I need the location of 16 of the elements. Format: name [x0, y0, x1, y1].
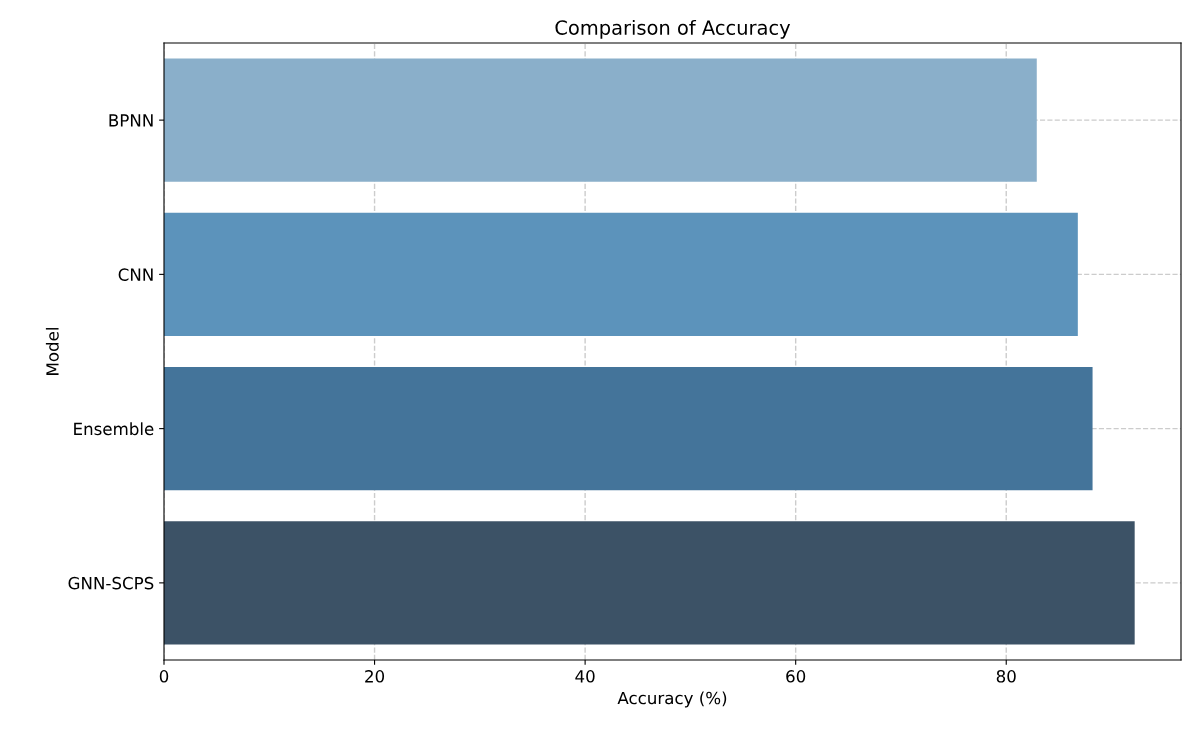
bar	[164, 521, 1135, 645]
y-tick-label: GNN-SCPS	[68, 576, 154, 590]
x-axis-title: Accuracy (%)	[617, 691, 727, 708]
bar	[164, 212, 1078, 337]
y-tick-label: Ensemble	[74, 422, 154, 436]
x-tick-label: 80	[996, 670, 1016, 683]
y-tick-label: BPNN	[109, 114, 153, 127]
x-tick-label: 60	[786, 670, 806, 683]
x-tick-label: 0	[159, 670, 169, 683]
bar	[164, 58, 1037, 182]
x-tick-label: 20	[365, 670, 385, 683]
x-tick-label: 40	[575, 670, 595, 683]
y-tick-label: CNN	[118, 268, 153, 281]
chart-title: Comparison of Accuracy	[555, 19, 791, 39]
bar	[164, 366, 1093, 491]
y-axis-title: Model	[45, 328, 59, 375]
